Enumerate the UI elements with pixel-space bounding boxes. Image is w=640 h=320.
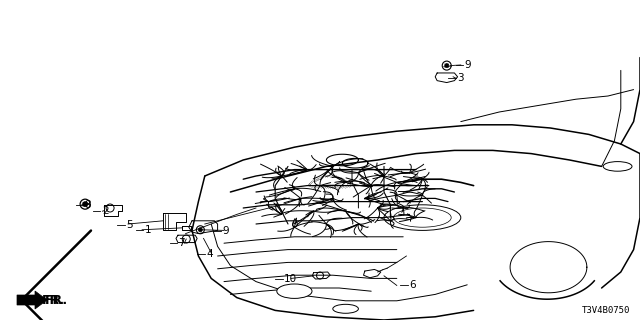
Ellipse shape	[277, 284, 312, 298]
Circle shape	[445, 64, 449, 68]
Ellipse shape	[384, 205, 461, 230]
Circle shape	[80, 199, 90, 209]
Text: 1: 1	[145, 225, 151, 236]
Circle shape	[442, 61, 451, 70]
Text: FR.: FR.	[45, 293, 68, 307]
Circle shape	[317, 272, 323, 279]
Ellipse shape	[333, 304, 358, 313]
Text: 4: 4	[206, 249, 212, 259]
Text: 10: 10	[284, 274, 298, 284]
Text: 3: 3	[457, 73, 463, 84]
Text: 2: 2	[102, 206, 108, 216]
Text: T3V4B0750: T3V4B0750	[582, 306, 630, 315]
Ellipse shape	[394, 208, 451, 227]
Circle shape	[182, 235, 190, 243]
Polygon shape	[17, 291, 47, 309]
Text: 9: 9	[222, 226, 228, 236]
Text: 5: 5	[126, 220, 132, 230]
Text: 6: 6	[409, 280, 415, 291]
Circle shape	[198, 228, 202, 232]
Text: FR.: FR.	[42, 293, 65, 307]
Circle shape	[196, 226, 204, 234]
Text: 9: 9	[465, 60, 471, 70]
Text: 8: 8	[84, 200, 91, 210]
Circle shape	[83, 202, 88, 207]
Circle shape	[106, 204, 114, 212]
Ellipse shape	[604, 162, 632, 171]
Text: 7: 7	[179, 238, 185, 248]
